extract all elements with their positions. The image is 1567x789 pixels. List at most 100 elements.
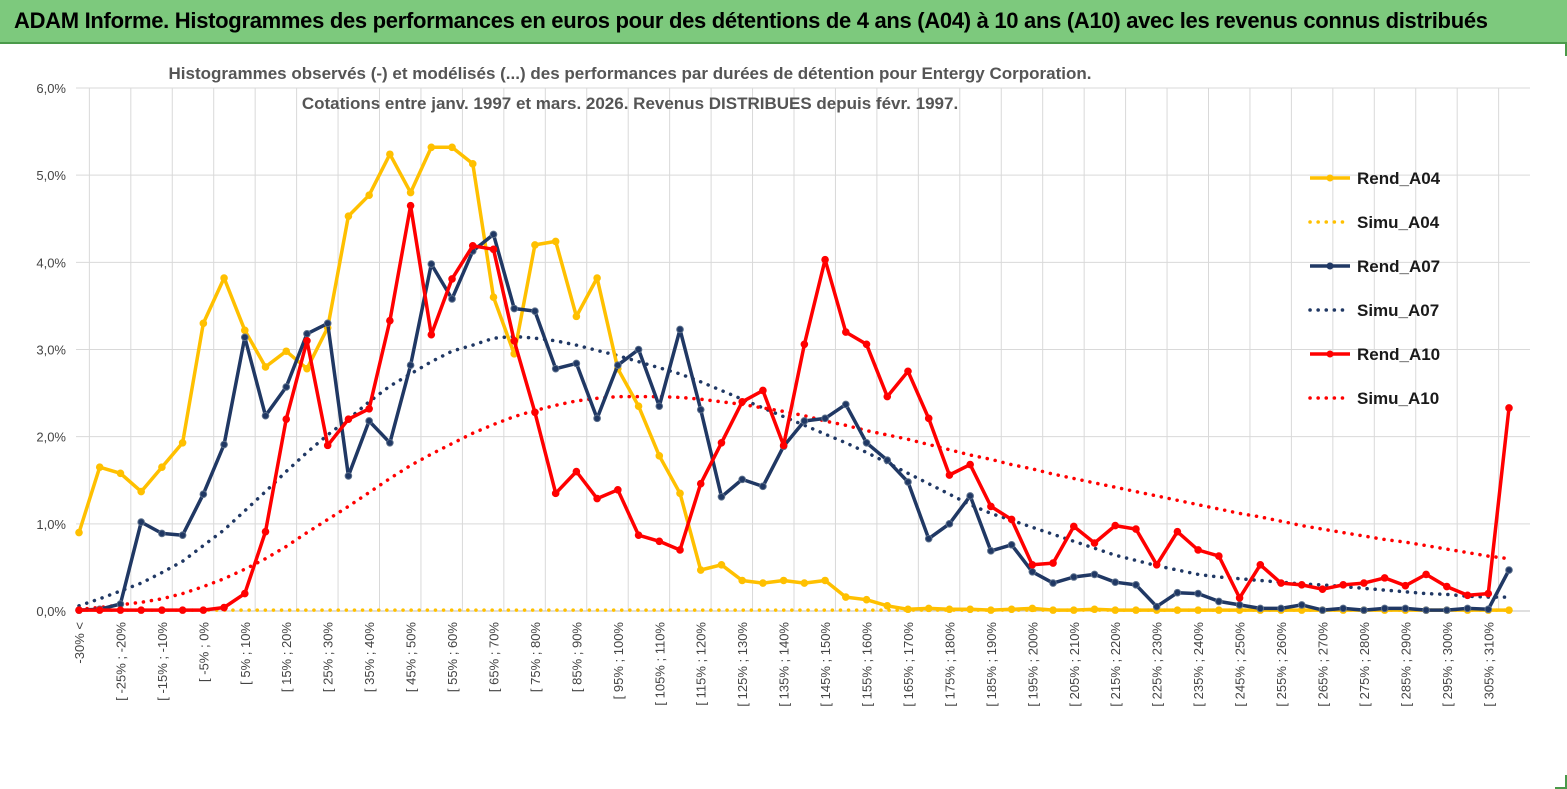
legend-item-rend-a07[interactable]: Rend_A07: [1310, 257, 1440, 276]
data-point: [614, 486, 622, 494]
data-point: [240, 333, 249, 342]
data-point: [1422, 606, 1430, 614]
legend-item-simu-a07[interactable]: Simu_A07: [1308, 301, 1439, 320]
data-point: [344, 415, 353, 424]
data-point: [158, 529, 166, 538]
data-point: [551, 364, 560, 373]
data-point: [717, 561, 726, 569]
data-point: [386, 150, 394, 159]
data-point: [137, 518, 145, 526]
data-point: [1049, 559, 1057, 567]
corner-marker-top-right: [1555, 42, 1567, 56]
data-point: [883, 456, 892, 465]
data-point: [178, 606, 187, 614]
data-point: [1297, 601, 1306, 609]
data-point: [95, 463, 104, 471]
series-line: [79, 203, 1511, 612]
data-point: [676, 546, 684, 554]
data-point: [821, 255, 829, 264]
data-point: [303, 330, 311, 338]
legend-item-rend-a04[interactable]: Rend_A04: [1310, 169, 1441, 188]
data-point: [655, 452, 664, 460]
data-point: [427, 260, 436, 268]
x-tick-label: [ 75% ; 80%: [528, 622, 543, 693]
data-point: [116, 606, 125, 614]
legend-item-simu-a04[interactable]: Simu_A04: [1308, 213, 1440, 232]
data-point: [240, 589, 249, 598]
data-point: [282, 383, 291, 391]
data-point: [904, 478, 912, 486]
y-tick-label: 1,0%: [36, 517, 66, 532]
data-point: [1277, 579, 1285, 587]
data-point: [448, 275, 456, 283]
data-point: [987, 606, 995, 614]
chart-title-line2: Cotations entre janv. 1997 et mars. 2026…: [302, 94, 958, 113]
data-point: [1422, 570, 1430, 579]
x-tick-label: [ 115% ; 120%: [694, 622, 709, 706]
data-point: [261, 527, 270, 536]
legend-label: Rend_A07: [1357, 257, 1440, 276]
data-point: [945, 520, 954, 528]
legend-label: Simu_A07: [1357, 301, 1439, 320]
x-tick-label: [ 185% ; 190%: [984, 622, 999, 707]
data-point: [427, 330, 436, 339]
data-point: [1360, 579, 1368, 587]
data-point: [1132, 606, 1140, 614]
data-point: [1505, 566, 1513, 574]
data-point: [303, 336, 311, 345]
data-point: [924, 414, 933, 423]
data-point: [240, 326, 249, 335]
legend-marker: [1326, 350, 1334, 358]
data-point: [1401, 581, 1410, 590]
x-tick-label: [ 285% ; 290%: [1398, 622, 1413, 707]
y-tick-label: 6,0%: [36, 81, 66, 96]
data-point: [489, 230, 498, 239]
data-point: [593, 414, 601, 423]
data-point: [1173, 606, 1182, 614]
data-point: [738, 475, 746, 484]
data-point: [1111, 521, 1120, 530]
x-tick-label: [ 25% ; 30%: [321, 622, 336, 693]
legend-item-rend-a10[interactable]: Rend_A10: [1310, 345, 1440, 364]
legend[interactable]: Rend_A04 Simu_A04 Rend_A07 Simu_A07 Rend_A10…: [1308, 169, 1441, 408]
data-point: [924, 604, 933, 613]
data-point: [1215, 552, 1223, 560]
x-tick-label: [ 155% ; 160%: [860, 622, 875, 707]
data-point: [406, 361, 415, 369]
legend-item-simu-a10[interactable]: Simu_A10: [1308, 389, 1439, 408]
title-banner: ADAM Informe. Histogrammes des performan…: [0, 0, 1567, 44]
data-point: [220, 440, 228, 449]
data-point: [821, 576, 829, 585]
data-point: [1028, 567, 1037, 576]
x-tick-label: [ 175% ; 180%: [942, 622, 957, 707]
data-point: [427, 143, 436, 152]
data-point: [489, 293, 498, 301]
data-point: [1090, 539, 1099, 547]
data-point: [178, 438, 187, 447]
data-point: [842, 400, 850, 409]
data-point: [883, 392, 892, 401]
data-point: [1028, 561, 1037, 569]
data-point: [1132, 581, 1140, 589]
data-point: [95, 606, 104, 614]
data-point: [531, 408, 539, 417]
series-line: [77, 334, 1511, 608]
x-tick-label: [ 205% ; 210%: [1067, 622, 1082, 707]
data-point: [1111, 606, 1120, 614]
data-point: [282, 415, 291, 424]
data-point: [1256, 561, 1265, 569]
legend-label: Rend_A04: [1357, 169, 1441, 188]
data-point: [738, 398, 746, 406]
data-point: [1132, 525, 1140, 533]
data-point: [779, 441, 788, 450]
data-point: [1505, 404, 1513, 412]
data-point: [158, 463, 166, 471]
x-tick-label: [ 195% ; 200%: [1025, 622, 1040, 707]
x-tick-label: [ 15% ; 20%: [279, 622, 294, 693]
data-point: [1235, 594, 1244, 602]
x-tick-label: -30% <: [72, 622, 87, 664]
data-point: [572, 312, 581, 321]
data-point: [365, 191, 373, 200]
data-point: [1505, 606, 1513, 614]
data-point: [821, 414, 829, 423]
